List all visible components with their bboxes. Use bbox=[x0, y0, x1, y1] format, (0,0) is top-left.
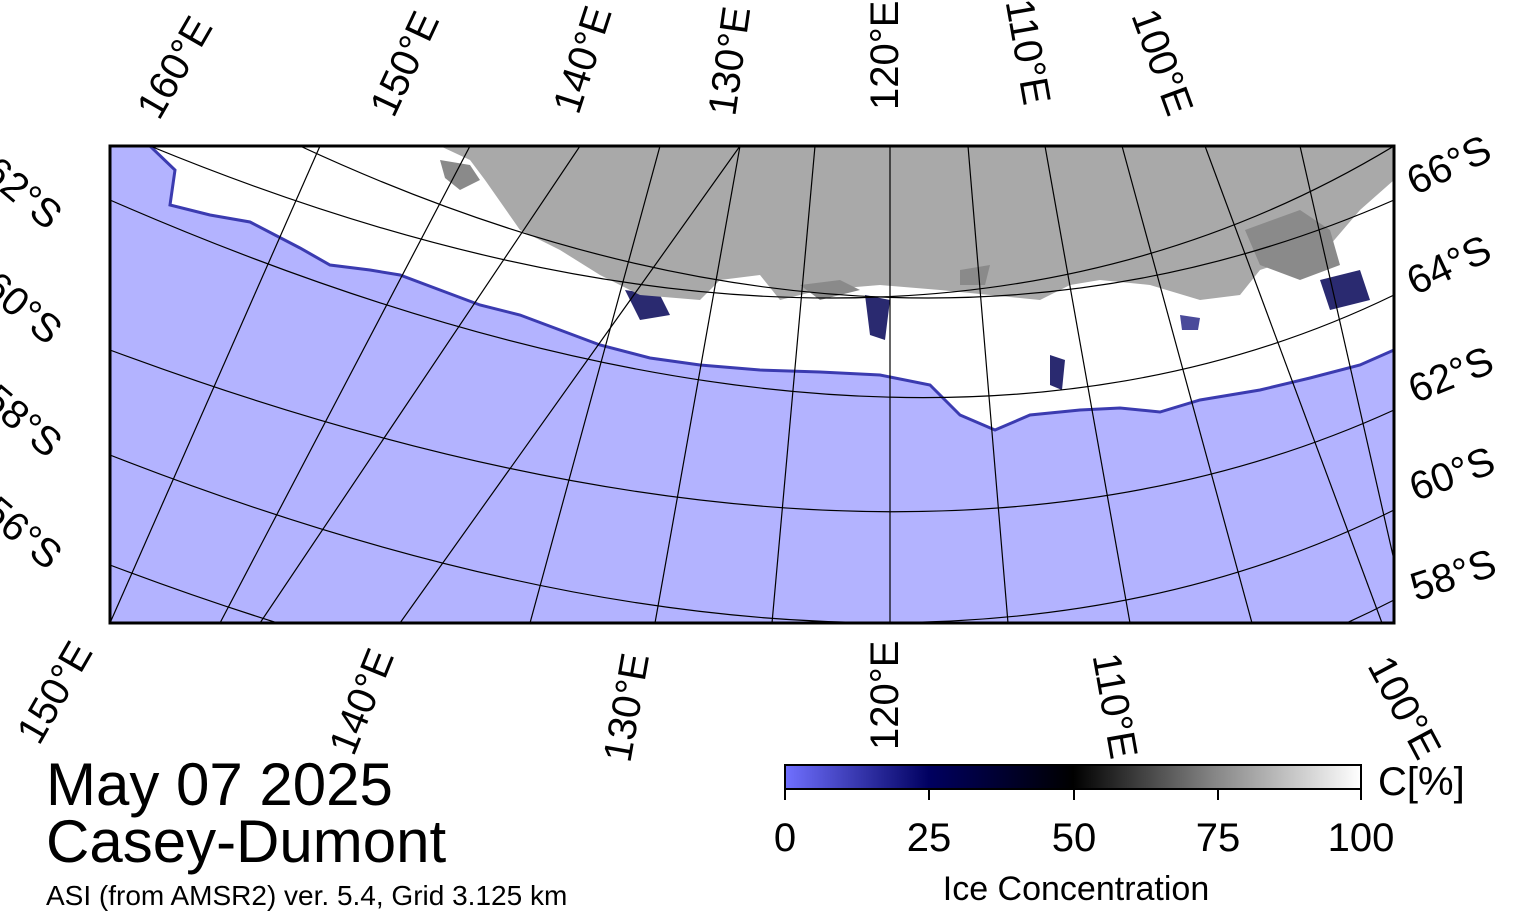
land-area bbox=[440, 146, 1394, 300]
data-source: ASI (from AMSR2) ver. 5.4, Grid 3.125 km bbox=[46, 880, 568, 911]
graticule-parallels bbox=[110, 146, 1394, 623]
colorbar-tick bbox=[1217, 790, 1219, 800]
colorbar-title: Ice Concentration bbox=[942, 870, 1210, 908]
colorbar-tick-label: 100 bbox=[1327, 816, 1395, 860]
map-region: Casey-Dumont bbox=[46, 808, 447, 875]
map-date: May 07 2025 bbox=[46, 751, 393, 818]
ice-patch bbox=[625, 290, 670, 320]
ice-patch bbox=[1180, 315, 1200, 330]
colorbar-tick-label: 0 bbox=[773, 816, 797, 860]
colorbar-tick bbox=[928, 790, 930, 800]
colorbar bbox=[784, 764, 1362, 790]
bottom-lon-label: 120°E bbox=[863, 640, 907, 750]
graticule-meridians bbox=[110, 146, 1394, 623]
top-lon-label: 120°E bbox=[863, 0, 907, 110]
colorbar-unit: C[%] bbox=[1378, 760, 1465, 804]
colorbar-tick bbox=[1360, 790, 1362, 800]
colorbar-tick-label: 50 bbox=[1051, 816, 1097, 860]
ice-patch bbox=[1050, 355, 1065, 390]
colorbar-gradient bbox=[785, 765, 1361, 789]
map-frame bbox=[108, 144, 1396, 625]
colorbar-tick bbox=[784, 790, 786, 800]
colorbar-tick-label: 75 bbox=[1195, 816, 1241, 860]
ice-patch bbox=[1320, 270, 1370, 310]
ice-patch bbox=[865, 295, 890, 340]
colorbar-tick-label: 25 bbox=[906, 816, 952, 860]
colorbar-tick bbox=[1073, 790, 1075, 800]
